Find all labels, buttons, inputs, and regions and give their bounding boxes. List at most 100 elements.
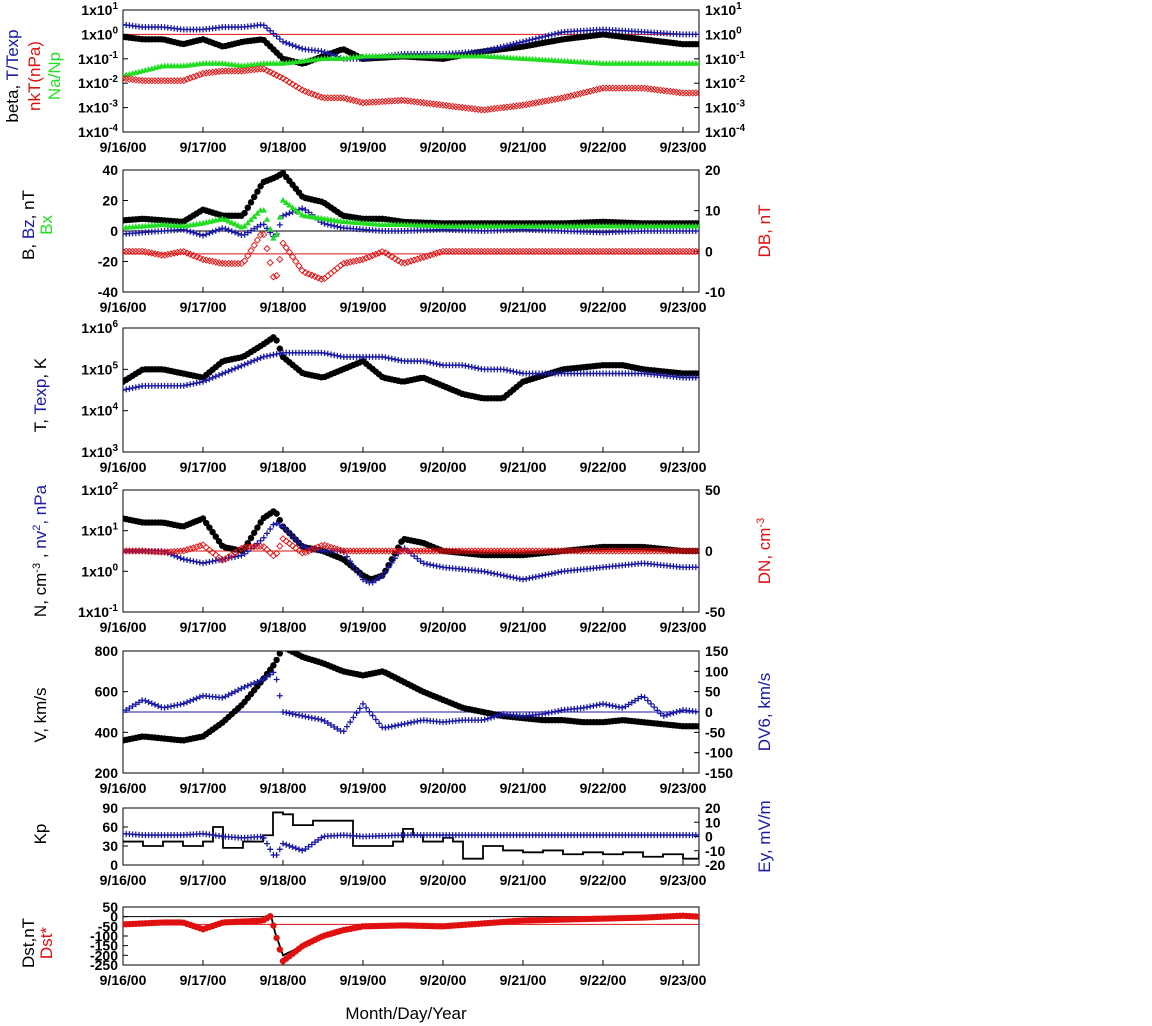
data-point [292,43,299,50]
data-point [424,358,430,365]
data-point [285,248,294,256]
data-point [193,558,200,565]
data-point [155,702,162,709]
data-point [125,547,134,555]
data-point [253,542,262,551]
data-point [225,691,232,698]
data-point [264,25,270,32]
right-tick-label: 1x100 [705,25,742,42]
data-point [132,701,139,708]
panel-kp [122,807,700,866]
data-point [432,547,441,555]
right-axis-label: DN, cm-3 [755,518,774,584]
data-point [634,247,642,255]
data-point [395,357,402,364]
data-point [289,533,296,540]
data-point [167,548,175,556]
data-point [695,40,699,48]
data-point [621,547,630,555]
data-point [283,709,290,716]
left-tick-label: 20 [102,193,118,209]
data-point [404,720,411,727]
data-point [388,355,395,362]
left-tick-label: 1x10-1 [78,603,118,620]
data-point [295,209,303,215]
data-point [280,709,286,715]
data-point [596,701,603,708]
data-point [174,702,181,709]
x-tick-label: 9/20/00 [420,972,467,988]
data-point [432,249,441,257]
data-point [506,547,514,555]
data-point [685,89,694,97]
data-point [475,365,482,372]
left-tick-label: 1x100 [81,562,118,579]
data-point [545,32,552,39]
data-point [312,839,318,846]
data-point [270,922,277,929]
data-point [276,214,283,220]
data-point [356,547,364,555]
data-point [516,247,524,255]
data-point [512,102,521,110]
data-point [186,545,194,553]
data-point [520,576,526,583]
data-point [525,100,534,108]
data-point [493,547,502,555]
data-point [301,548,310,557]
data-point [324,221,331,228]
data-point [272,272,281,280]
data-point [491,713,498,720]
data-point [522,247,530,255]
data-point [555,707,562,714]
data-point [503,547,511,555]
right-tick-label: 10 [705,203,721,219]
data-point [506,103,514,111]
data-point [480,106,489,114]
data-point [279,535,287,543]
data-point [637,247,646,255]
data-point [184,699,190,706]
data-point [331,723,338,730]
data-point [592,247,601,255]
data-point [280,644,286,650]
data-point [433,562,440,569]
data-point [532,547,540,555]
data-point [548,96,556,104]
data-point [600,700,606,707]
data-point [494,712,501,719]
data-point [404,547,412,555]
data-point [644,697,651,704]
x-tick-label: 9/17/00 [180,299,227,315]
data-point [368,251,377,260]
data-point [331,352,338,359]
panel-dst [122,906,700,966]
left-axis-label: B, Bz, nT [19,190,38,260]
data-point [167,77,175,85]
data-point [247,66,255,74]
data-point [228,67,236,75]
data-point [321,49,328,56]
data-point [548,547,556,555]
data-point [270,30,277,37]
data-point [491,570,498,577]
data-point [420,560,427,567]
x-tick-label: 9/18/00 [260,972,307,988]
series-0 [123,508,699,583]
data-point [257,354,264,361]
data-point [221,259,230,268]
data-point [576,247,585,255]
data-point [250,65,258,74]
data-point [429,547,438,555]
data-point [218,67,226,75]
data-point [650,547,658,555]
data-point [442,247,450,255]
data-point [481,568,488,575]
data-point [244,548,251,555]
data-point [200,232,206,239]
data-point [273,510,280,517]
data-point [347,558,354,565]
data-point [497,711,504,718]
data-point [532,35,539,42]
data-point [666,547,674,555]
